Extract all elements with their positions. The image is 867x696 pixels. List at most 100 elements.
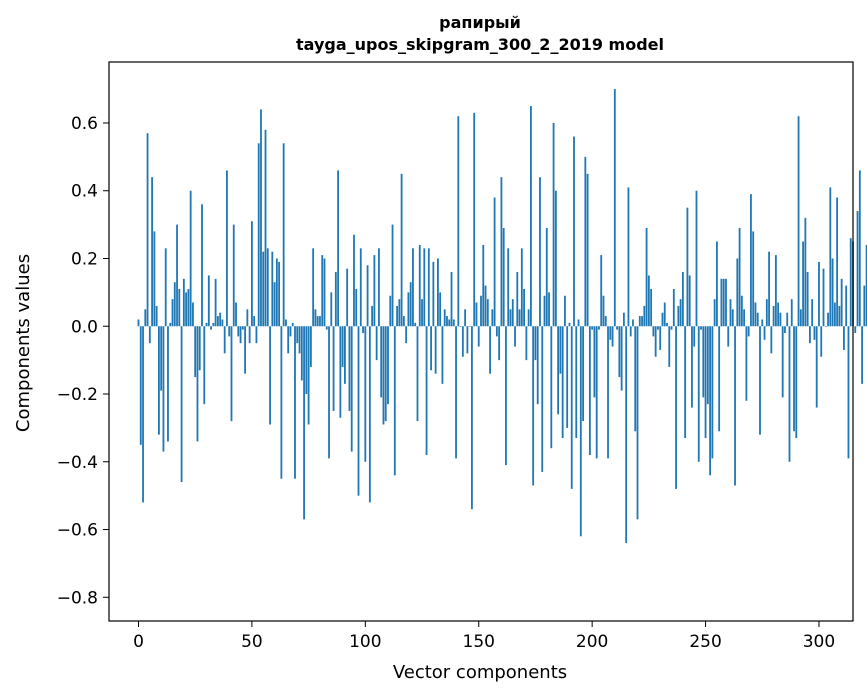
bar (777, 302, 780, 327)
bar (341, 326, 344, 367)
bar (219, 312, 222, 327)
bar (520, 248, 523, 327)
x-tick-label: 200 (576, 632, 608, 652)
bar (198, 326, 201, 371)
bar (641, 316, 643, 327)
bar (545, 228, 548, 327)
bar (534, 326, 537, 361)
bar (670, 326, 673, 330)
bar (568, 322, 571, 327)
bar (151, 177, 153, 327)
bar (584, 156, 587, 327)
bar (321, 255, 324, 327)
bar (452, 319, 455, 327)
bar (228, 326, 231, 337)
bar (765, 299, 768, 327)
bar (577, 319, 580, 327)
bar (214, 278, 217, 327)
bar (505, 326, 507, 466)
bar (137, 319, 140, 327)
bar (681, 272, 684, 327)
bar (185, 292, 188, 327)
bar (561, 326, 564, 439)
bar (697, 326, 700, 462)
bar (686, 207, 689, 327)
x-axis-ticks: 0 50 100 150 200 250 300 (133, 621, 835, 652)
bar (530, 106, 532, 327)
bar (251, 221, 253, 327)
bar (201, 204, 203, 327)
bar (813, 326, 816, 340)
bar (421, 299, 423, 327)
bar (473, 112, 476, 327)
bar (613, 89, 616, 327)
bar (273, 282, 276, 327)
bar (740, 295, 743, 327)
bar (856, 211, 859, 327)
bar (319, 316, 321, 327)
bar (285, 319, 287, 327)
bar (239, 326, 242, 344)
bar (357, 326, 360, 496)
bar (423, 248, 426, 327)
bar (793, 326, 795, 432)
bar (280, 326, 283, 479)
bar (820, 326, 823, 357)
bar (484, 285, 487, 327)
bar (543, 295, 546, 327)
bar (142, 326, 144, 503)
bar (854, 326, 857, 334)
bar (489, 326, 491, 374)
bar (525, 326, 528, 361)
bar (282, 143, 285, 327)
bar (393, 326, 396, 476)
bar (620, 326, 623, 391)
bar (169, 322, 172, 327)
bar (559, 326, 562, 374)
y-tick-label: −0.2 (57, 385, 98, 405)
bar (704, 326, 707, 439)
bar (373, 255, 376, 327)
bar (831, 258, 834, 327)
bar (595, 326, 598, 459)
bar (706, 326, 709, 405)
bar (482, 244, 485, 327)
bar (629, 326, 632, 337)
bar (691, 326, 693, 408)
bar (836, 197, 839, 327)
bar (858, 170, 861, 327)
bar (843, 326, 845, 350)
bar (194, 326, 197, 378)
bar (838, 305, 841, 327)
bar (632, 319, 634, 327)
chart-subtitle: tayga_upos_skipgram_300_2_2019 model (296, 35, 664, 54)
bar (434, 326, 437, 374)
bar (275, 258, 278, 327)
bar (364, 326, 367, 462)
bar (173, 282, 176, 327)
bar (679, 299, 682, 327)
bar (557, 326, 560, 415)
bar (806, 272, 809, 327)
bar (287, 326, 290, 354)
bar (226, 170, 228, 327)
bar (230, 326, 233, 422)
bar (178, 288, 181, 327)
bar (216, 316, 219, 327)
bar (464, 309, 467, 327)
bar (244, 326, 246, 374)
bar (307, 326, 310, 425)
bar (672, 288, 675, 327)
bar (450, 272, 453, 327)
bar (718, 326, 721, 432)
bar (461, 326, 464, 357)
bar (269, 326, 271, 425)
bar (237, 326, 240, 337)
bar (849, 238, 852, 327)
bar (355, 288, 358, 327)
bar (309, 326, 312, 367)
bar (146, 133, 149, 327)
bar (187, 288, 190, 327)
bar (362, 326, 364, 334)
